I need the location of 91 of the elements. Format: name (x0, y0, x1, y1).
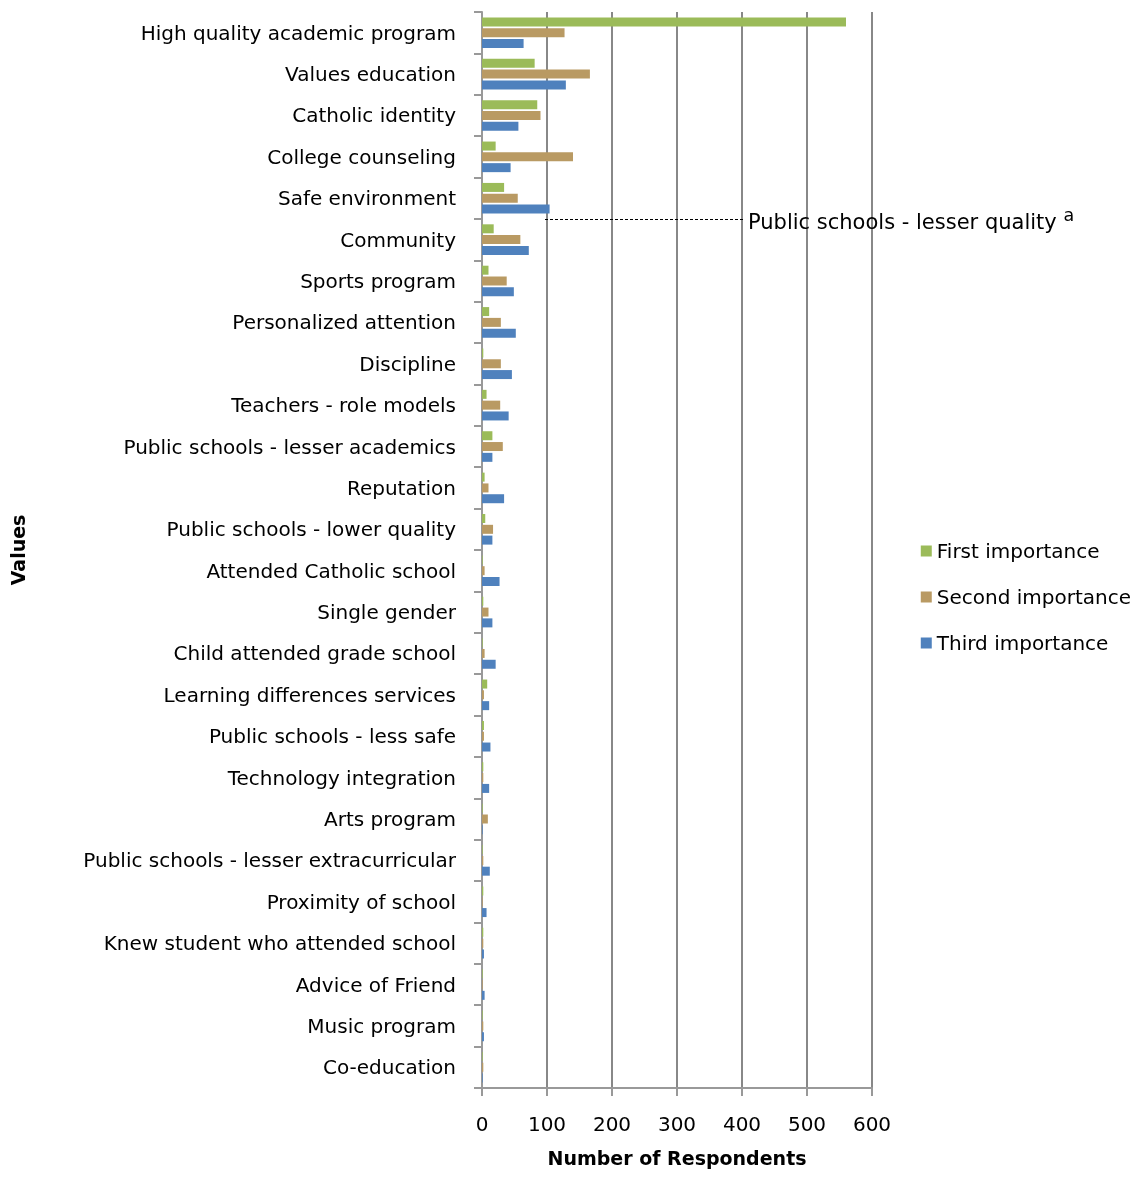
y-tick-label: High quality academic program (140, 20, 456, 45)
x-tick-label: 200 (592, 1112, 632, 1136)
bar (482, 524, 494, 534)
x-tick-label: 0 (475, 1112, 489, 1136)
y-tick-label: Catholic identity (292, 103, 457, 128)
bar (482, 359, 501, 369)
y-tick-label: Personalized attention (232, 310, 456, 335)
bar (482, 121, 519, 131)
y-tick-label: Public schools - less safe (208, 724, 456, 749)
y-tick-label: Public schools - lower quality (166, 517, 457, 542)
y-tick-label: Advice of Friend (295, 972, 456, 997)
bar (482, 328, 516, 338)
y-tick-label: Child attended grade school (173, 641, 456, 666)
bar (482, 452, 493, 462)
x-tick-label: 300 (657, 1112, 697, 1136)
bar (482, 866, 490, 876)
legend-label: Second importance (936, 585, 1132, 609)
bar (482, 276, 507, 286)
y-tick-label: Public schools - lesser extracurricular (83, 848, 457, 873)
bar (482, 679, 488, 689)
bar (482, 483, 489, 493)
y-tick-label: Safe environment (277, 186, 457, 211)
bar (482, 265, 489, 275)
bar (482, 389, 487, 399)
bar (482, 204, 550, 214)
bar (482, 193, 518, 203)
y-tick-label: Teachers - role models (230, 393, 456, 418)
x-tick-label: 400 (722, 1112, 762, 1136)
bar (482, 141, 496, 151)
annotation: Public schools - lesser quality $^{a}$ (748, 204, 1075, 234)
bar (482, 100, 538, 110)
bar (482, 245, 529, 255)
bar (482, 69, 590, 79)
bar (482, 618, 493, 628)
x-tick-label: 100 (527, 1112, 567, 1136)
bar (482, 990, 485, 1000)
bar (482, 535, 493, 545)
bar (482, 317, 501, 327)
bar (482, 783, 490, 793)
y-tick-label: Arts program (324, 807, 456, 831)
bar (482, 659, 496, 669)
y-tick-label: College counseling (267, 144, 456, 169)
bar (482, 607, 489, 617)
x-tick-label: 600 (852, 1112, 892, 1136)
y-tick-label: Co-education (322, 1055, 456, 1080)
y-tick-label: Proximity of school (266, 889, 456, 914)
y-tick-label: Discipline (359, 351, 456, 376)
bar (482, 494, 505, 504)
bar (482, 431, 493, 441)
bar (482, 224, 494, 234)
legend-label: First importance (936, 539, 1100, 563)
x-tick-label: 500 (787, 1112, 827, 1136)
bar (482, 38, 524, 48)
bar (482, 370, 512, 380)
y-tick-label: Values education (285, 62, 456, 87)
bar (482, 152, 573, 162)
bar (482, 80, 566, 90)
y-tick-label: Technology integration (226, 765, 456, 790)
legend-label: Third importance (935, 631, 1109, 655)
y-tick-label: Attended Catholic school (206, 558, 456, 583)
bar (482, 287, 514, 297)
x-axis-title: Number of Respondents (547, 1146, 807, 1169)
y-tick-label: Single gender (317, 600, 457, 625)
bar (482, 110, 541, 120)
bar (482, 400, 501, 410)
y-tick-label: Public schools - lesser academics (123, 434, 456, 459)
bar (482, 28, 565, 38)
bar (482, 576, 500, 586)
bar (482, 648, 485, 658)
bar (482, 566, 485, 576)
bar (482, 163, 511, 173)
bar (482, 411, 509, 421)
y-tick-label: Community (340, 227, 457, 252)
y-tick-label: Knew student who attended school (103, 931, 456, 956)
bar (482, 307, 490, 317)
y-tick-label: Sports program (300, 269, 456, 293)
bar (482, 472, 485, 482)
y-axis-title: Values (6, 514, 29, 586)
bar (482, 182, 505, 192)
bar (482, 701, 490, 711)
bar (482, 58, 535, 68)
bar (482, 235, 521, 245)
y-tick-label: Learning differences services (163, 682, 456, 707)
bar (482, 17, 846, 27)
bar (482, 908, 487, 918)
bar (482, 442, 503, 452)
y-tick-label: Reputation (346, 475, 456, 500)
bar (482, 514, 486, 524)
bar (482, 814, 488, 824)
y-tick-label: Music program (307, 1013, 456, 1038)
bar (482, 742, 491, 752)
